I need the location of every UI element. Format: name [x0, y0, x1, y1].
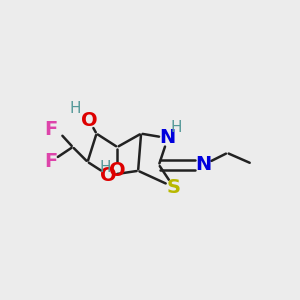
Text: F: F — [44, 152, 57, 171]
Text: N: N — [160, 128, 176, 147]
Text: H: H — [171, 120, 182, 135]
Text: O: O — [100, 166, 117, 185]
Text: O: O — [109, 161, 126, 180]
Text: F: F — [44, 120, 57, 139]
Text: S: S — [167, 178, 181, 197]
Text: O: O — [81, 111, 98, 130]
Text: N: N — [195, 155, 212, 174]
Text: H: H — [99, 160, 111, 175]
Text: H: H — [69, 101, 81, 116]
